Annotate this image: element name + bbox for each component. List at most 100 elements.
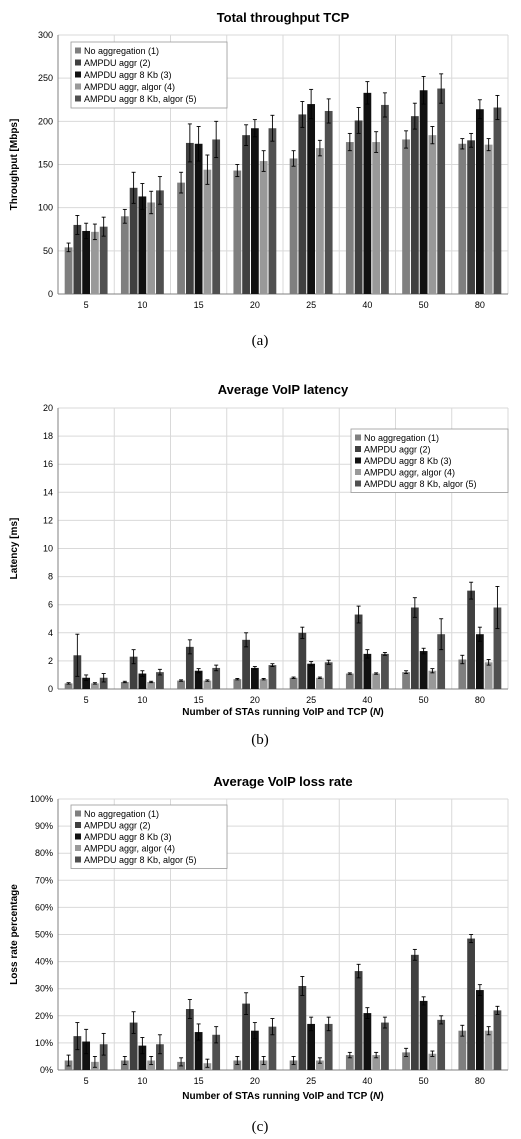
- latency-chart: Average VoIP latency 0 2 4 6 8 10 12 14 16 18 20 5 10…: [9, 382, 509, 718]
- legend-entry: AMPDU aggr 8 Kb (3): [84, 70, 172, 80]
- legend-swatch: [75, 856, 81, 863]
- x-axis-title-var: N: [373, 1091, 381, 1102]
- x-axis-title: Number of STAs running VoIP and TCP (N): [182, 1091, 384, 1102]
- legend-swatch: [75, 822, 81, 828]
- y-tick-label: 0: [48, 289, 53, 299]
- legend-swatch: [355, 446, 361, 452]
- bar: [354, 614, 363, 689]
- bar: [437, 88, 446, 294]
- y-tick-label: 2: [48, 656, 53, 666]
- y-tick-label: 60%: [35, 902, 53, 912]
- x-axis-title-var: N: [373, 707, 381, 718]
- bar: [458, 659, 467, 689]
- bar: [73, 1036, 82, 1070]
- bar: [307, 104, 316, 294]
- bar: [402, 139, 410, 294]
- bar: [298, 985, 307, 1070]
- bar: [82, 677, 91, 689]
- legend-entry: AMPDU aggr 8 Kb (3): [84, 832, 172, 842]
- bar: [402, 672, 410, 689]
- y-tick-label: 50%: [35, 930, 53, 940]
- bar: [354, 120, 363, 294]
- caption-c-holder: (c): [252, 1119, 269, 1135]
- bar: [316, 1060, 324, 1070]
- y-axis-title: Throughput [Mbps]: [9, 119, 20, 211]
- bar: [250, 128, 259, 294]
- bar: [82, 1041, 91, 1070]
- bar: [316, 677, 324, 689]
- y-tick-label: 70%: [35, 875, 53, 885]
- x-tick-label: 15: [194, 300, 204, 310]
- legend-entry: AMPDU aggr (2): [84, 58, 151, 68]
- bar: [64, 247, 73, 294]
- x-tick-label: 40: [362, 300, 372, 310]
- bar: [147, 681, 156, 689]
- legend-swatch: [355, 457, 361, 464]
- legend-box: [350, 428, 509, 493]
- bar: [156, 190, 164, 294]
- bar: [298, 114, 307, 294]
- bar: [99, 1044, 108, 1070]
- bar: [402, 1052, 410, 1070]
- y-tick-label: 12: [43, 515, 53, 525]
- bar: [212, 1034, 221, 1070]
- bar: [493, 1010, 502, 1070]
- y-tick-label: 10%: [35, 1038, 53, 1048]
- bar: [324, 1023, 333, 1070]
- legend-swatch: [75, 83, 81, 90]
- bar: [259, 1060, 268, 1070]
- bar: [212, 139, 221, 294]
- bar: [475, 109, 484, 294]
- x-tick-label: 5: [84, 695, 89, 705]
- bar: [289, 677, 298, 689]
- bar: [194, 1032, 203, 1070]
- x-tick-label: 20: [250, 695, 260, 705]
- y-tick-label: 200: [38, 116, 53, 126]
- x-tick-label: 10: [137, 695, 147, 705]
- legend-swatch: [75, 845, 81, 851]
- x-tick-label: 5: [84, 300, 89, 310]
- y-tick-label: 250: [38, 73, 53, 83]
- legend-entry: AMPDU aggr 8 Kb, algor (5): [84, 94, 197, 104]
- bar: [467, 140, 475, 294]
- y-tick-label: 100%: [30, 794, 53, 804]
- caption-b-holder: (b): [251, 732, 269, 748]
- bar: [268, 665, 277, 689]
- x-tick-label: 15: [194, 695, 204, 705]
- bar: [345, 142, 354, 294]
- bar: [437, 1019, 446, 1070]
- bar: [381, 1022, 389, 1070]
- bar: [484, 1030, 493, 1070]
- bar: [82, 230, 91, 294]
- legend-entry: AMPDU aggr 8 Kb (3): [364, 456, 452, 466]
- bar: [120, 681, 129, 689]
- y-tick-label: 20%: [35, 1011, 53, 1021]
- x-axis-title-end: ): [380, 707, 383, 718]
- bar: [194, 670, 203, 689]
- legend-swatch: [75, 810, 81, 817]
- y-tick-label: 6: [48, 600, 53, 610]
- legend-box: [70, 804, 228, 869]
- bar: [242, 135, 250, 294]
- bar: [307, 663, 316, 689]
- bar: [458, 1030, 467, 1070]
- bar: [138, 673, 147, 689]
- bar: [147, 202, 156, 294]
- x-tick-label: 50: [419, 300, 429, 310]
- bar: [410, 607, 419, 689]
- bar: [233, 679, 242, 689]
- bar: [372, 1055, 381, 1070]
- legend-swatch: [355, 480, 361, 487]
- bar: [372, 673, 381, 689]
- bar: [467, 590, 475, 689]
- bar: [177, 182, 185, 294]
- bar: [289, 158, 298, 294]
- y-tick-label: 10: [43, 544, 53, 554]
- caption-a-holder: (a): [252, 333, 269, 349]
- bar: [99, 226, 108, 294]
- bar: [138, 1045, 147, 1070]
- bar: [307, 1023, 316, 1070]
- bar: [298, 632, 307, 689]
- y-tick-label: 0%: [40, 1065, 53, 1075]
